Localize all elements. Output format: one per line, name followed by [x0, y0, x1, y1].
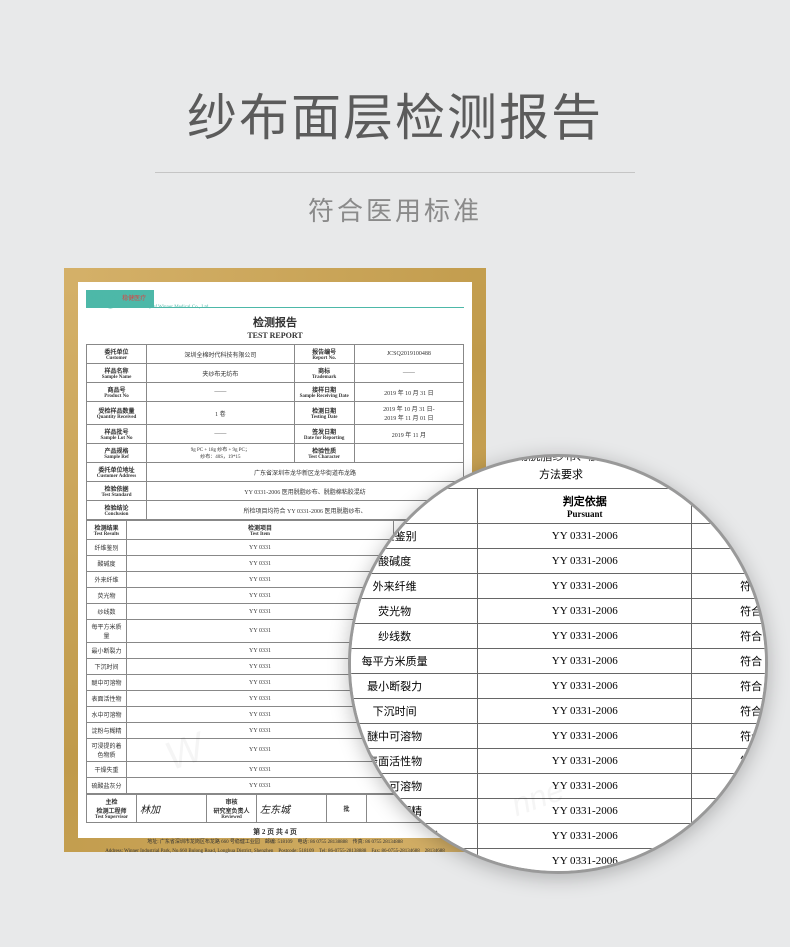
- table-row: 醚中可溶物YY 0331-2006符合: [348, 724, 768, 749]
- subtitle: 符合医用标准: [0, 191, 790, 228]
- mag-header2: 方法要求: [348, 466, 768, 488]
- table-row: 淀粉与糊精YY 0331-2006符合: [348, 799, 768, 824]
- logo-bar: Winner 稳健医疗 Technology Center Laboratory…: [86, 290, 464, 308]
- table-row: 下沉时间YY 0331-2006符合: [348, 699, 768, 724]
- main-title: 纱布面层检测报告: [0, 78, 790, 150]
- signature-2: 左东城: [260, 805, 290, 816]
- table-row: 酸碱度YY 0331-2006符合: [348, 549, 768, 574]
- table-row: 表面活性物YY 0331-2006符合: [348, 749, 768, 774]
- table-row: 水中可溶物YY 0331-2006符合: [348, 774, 768, 799]
- title-divider: [155, 172, 635, 173]
- logo-suffix: 稳健医疗: [122, 296, 146, 302]
- table-row: 硫酸盐灰分YY 0331-2006符合: [348, 874, 768, 875]
- table-row: 外来纤维YY 0331-2006符合: [348, 574, 768, 599]
- table-row: 最小断裂力YY 0331-2006符合: [348, 674, 768, 699]
- magnifier-table: 检测项目Test Item 判定依据Pursuant Determ 纤维鉴别YY…: [348, 488, 768, 874]
- report-title-cn: 检测报告: [86, 314, 464, 330]
- signature-1: 林加: [140, 805, 160, 816]
- table-row: 荧光物YY 0331-2006符合: [348, 599, 768, 624]
- magnifier-lens: nne 0331-2006 医用脱脂纱布、脱脂棉粘胶混纺 方法要求 检测项目Te…: [348, 454, 768, 874]
- report-title-en: TEST REPORT: [86, 331, 464, 340]
- page-header: 纱布面层检测报告 符合医用标准: [0, 0, 790, 228]
- table-row: 可浸提的着色物质YY 0331-2006符合: [348, 824, 768, 849]
- table-row: 纱线数YY 0331-2006符合: [348, 624, 768, 649]
- table-row: 纤维鉴别YY 0331-2006符合: [348, 524, 768, 549]
- table-row: 干燥失重YY 0331-2006符合: [348, 849, 768, 874]
- table-row: 每平方米质量YY 0331-2006符合: [348, 649, 768, 674]
- logo-subtitle: Technology Center Laboratory of Winner M…: [90, 305, 208, 310]
- logo-text: Winner: [90, 292, 120, 302]
